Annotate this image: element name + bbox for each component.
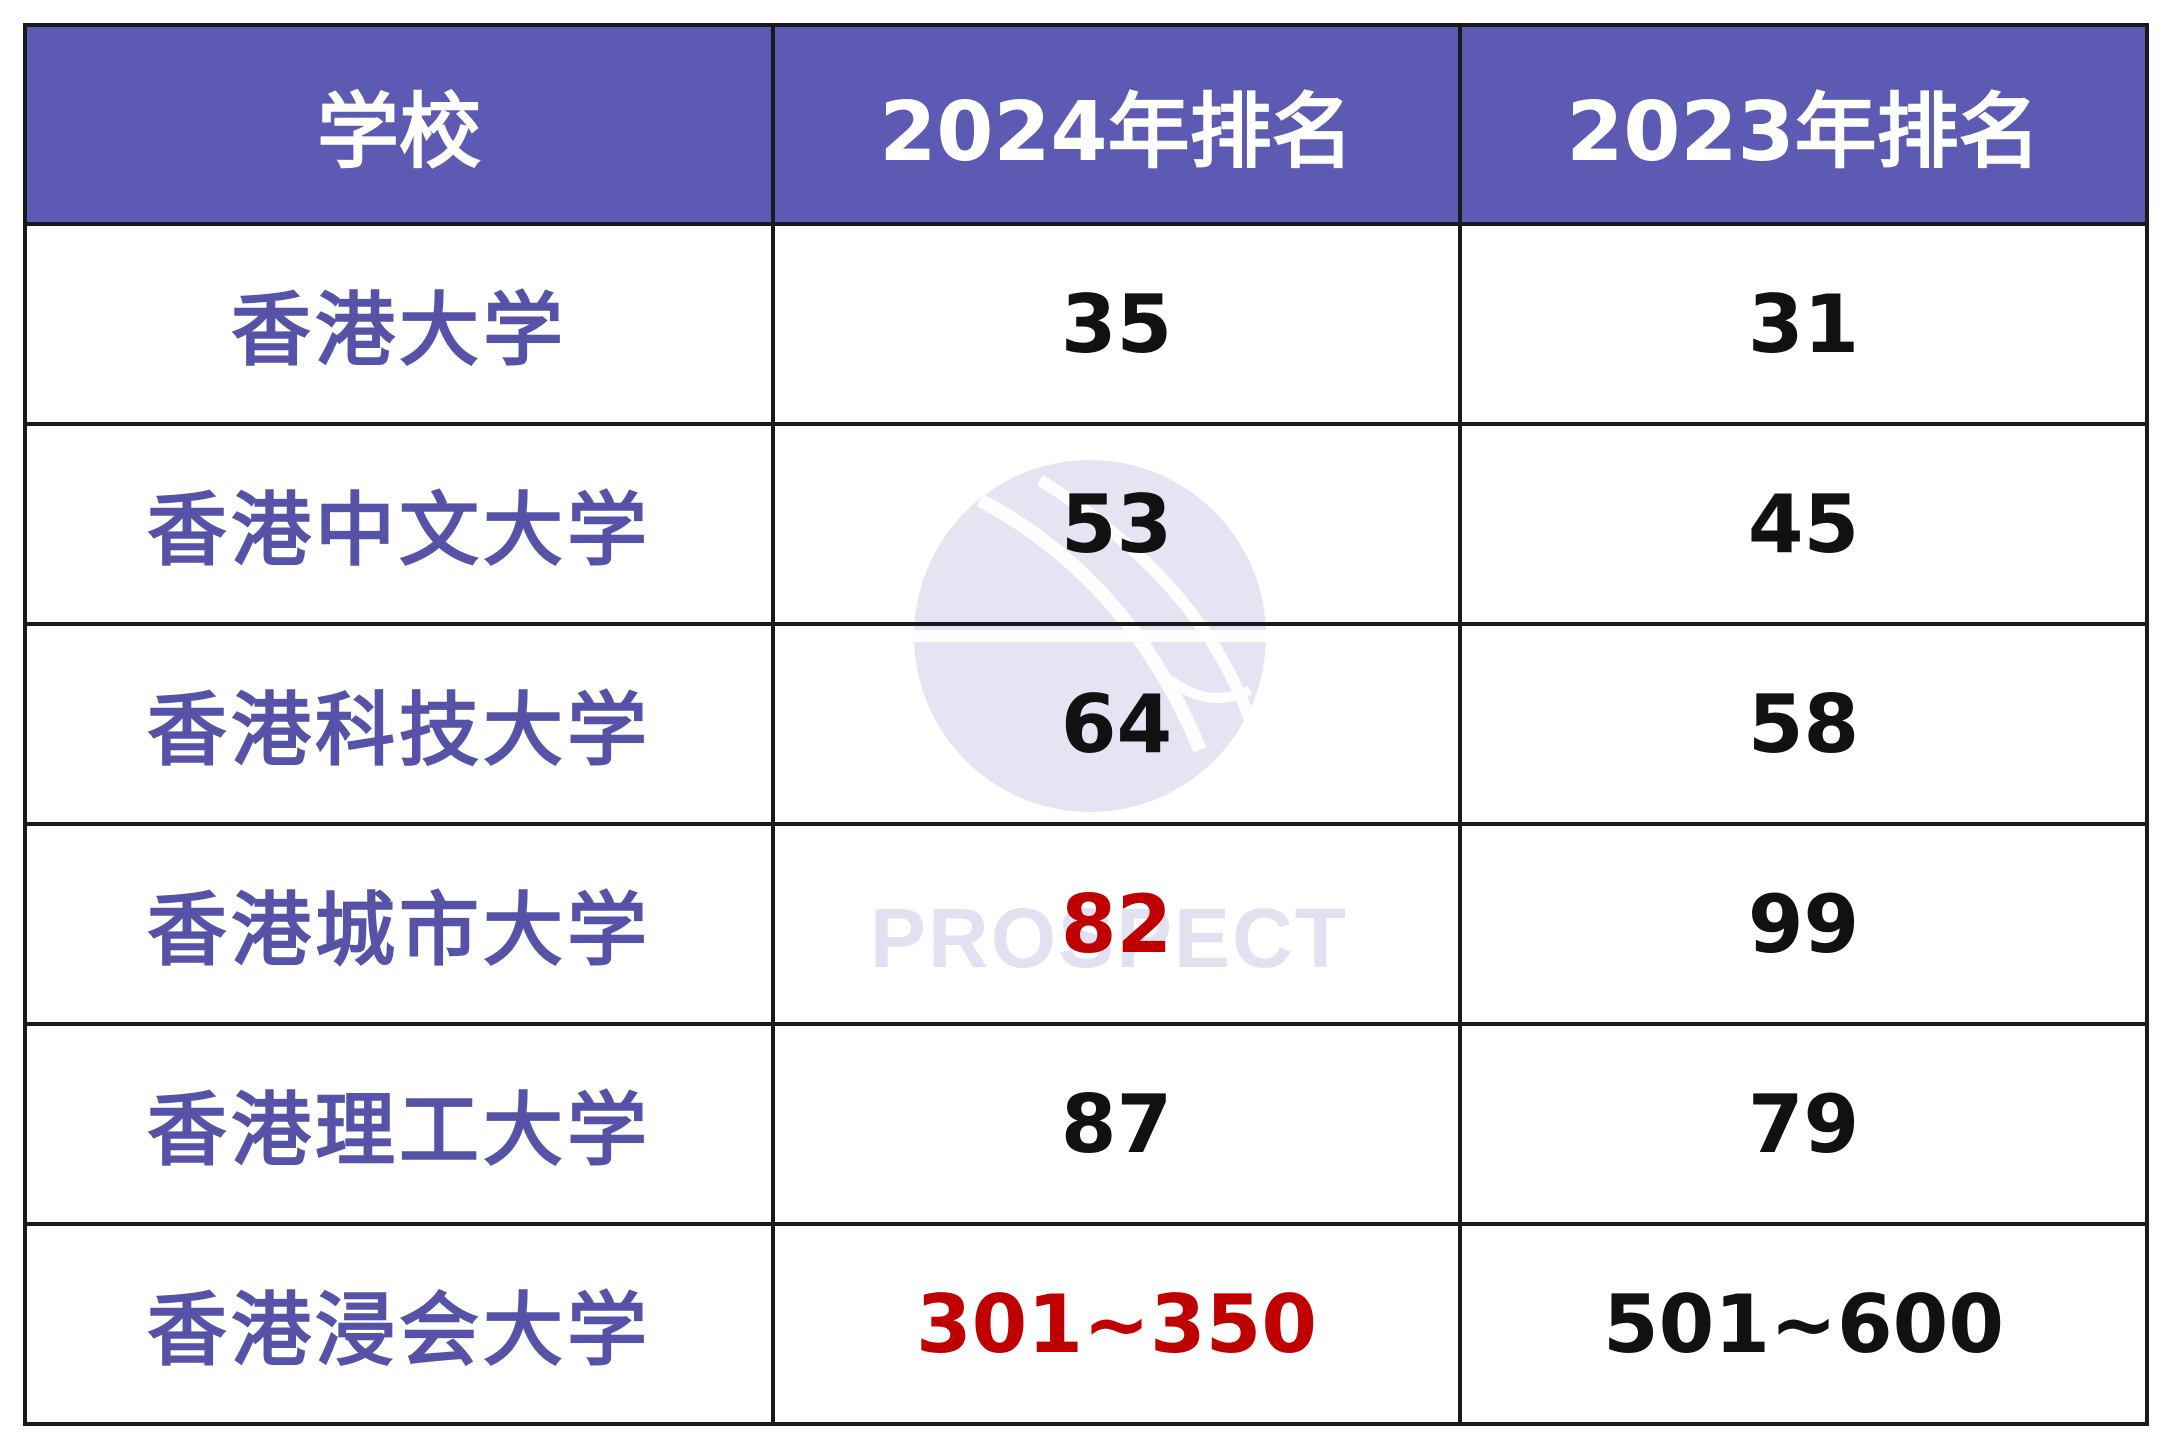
header-rank-2023: 2023年排名 — [1458, 23, 2149, 226]
rank-2024: 35 — [771, 222, 1462, 426]
table-body: 香港大学 35 31 香港中文大学 53 45 香港科技大学 64 58 香港城… — [23, 222, 2149, 1426]
rank-2023: 79 — [1458, 1022, 2149, 1226]
table-row: 香港理工大学 87 79 — [23, 1022, 2149, 1226]
school-name: 香港理工大学 — [23, 1022, 775, 1226]
rank-2024: 53 — [771, 422, 1462, 626]
rank-2023: 58 — [1458, 622, 2149, 826]
table-row: 香港中文大学 53 45 — [23, 422, 2149, 626]
rank-2023: 45 — [1458, 422, 2149, 626]
rank-2024: 82 — [771, 822, 1462, 1026]
table-row: 香港科技大学 64 58 — [23, 622, 2149, 826]
rank-2024: 87 — [771, 1022, 1462, 1226]
school-name: 香港大学 — [23, 222, 775, 426]
rank-2023: 501~600 — [1458, 1222, 2149, 1426]
school-name: 香港科技大学 — [23, 622, 775, 826]
school-name: 香港浸会大学 — [23, 1222, 775, 1426]
school-name: 香港城市大学 — [23, 822, 775, 1026]
rank-2024: 301~350 — [771, 1222, 1462, 1426]
header-rank-2024: 2024年排名 — [771, 23, 1462, 226]
ranking-table: 学校 2024年排名 2023年排名 香港大学 35 31 香港中文大学 53 … — [23, 23, 2149, 1426]
table-row: 香港大学 35 31 — [23, 222, 2149, 426]
header-row: 学校 2024年排名 2023年排名 — [23, 23, 2149, 226]
table-row: 香港城市大学 82 99 — [23, 822, 2149, 1026]
table-row: 香港浸会大学 301~350 501~600 — [23, 1222, 2149, 1426]
header-school: 学校 — [23, 23, 775, 226]
rank-2024: 64 — [771, 622, 1462, 826]
rank-2023: 99 — [1458, 822, 2149, 1026]
school-name: 香港中文大学 — [23, 422, 775, 626]
rank-2023: 31 — [1458, 222, 2149, 426]
